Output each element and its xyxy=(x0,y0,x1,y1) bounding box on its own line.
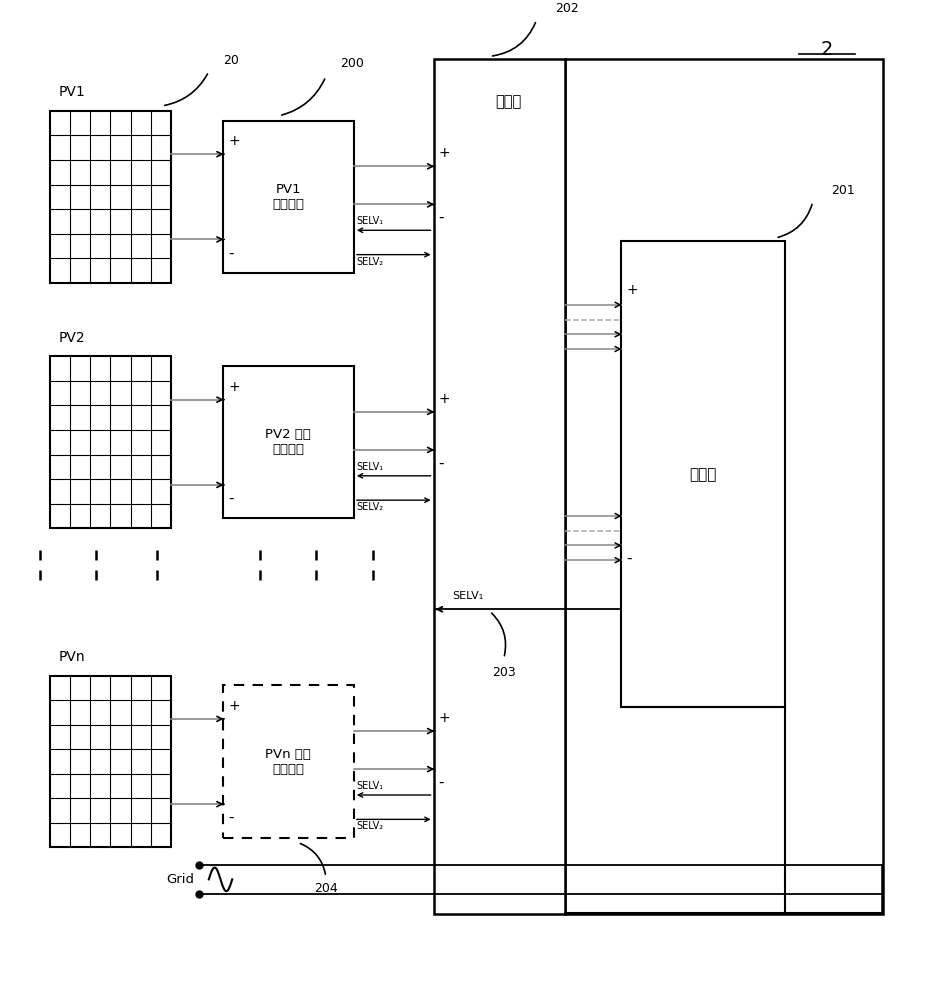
Text: 20: 20 xyxy=(223,54,238,67)
Text: 201: 201 xyxy=(832,184,855,197)
Text: 200: 200 xyxy=(340,57,364,70)
Text: +: + xyxy=(438,146,450,160)
Text: -: - xyxy=(229,810,234,825)
Text: 203: 203 xyxy=(492,666,515,679)
Text: 204: 204 xyxy=(314,882,338,895)
Text: -: - xyxy=(626,550,632,565)
Bar xyxy=(564,59,883,914)
Text: SELV₁: SELV₁ xyxy=(357,462,384,472)
Bar xyxy=(50,676,171,847)
Text: PVn: PVn xyxy=(59,650,86,664)
Text: 202: 202 xyxy=(555,2,579,15)
Text: -: - xyxy=(438,456,444,471)
Text: +: + xyxy=(626,283,638,297)
Text: SELV₁: SELV₁ xyxy=(357,216,384,226)
Text: PV2 快速
关断装置: PV2 快速 关断装置 xyxy=(266,428,311,456)
Text: +: + xyxy=(229,134,240,148)
Text: PVn 快速
关断装置: PVn 快速 关断装置 xyxy=(266,748,311,776)
Text: PV2: PV2 xyxy=(59,331,86,345)
Text: PV1
关断装置: PV1 关断装置 xyxy=(272,183,304,211)
Bar xyxy=(50,356,171,528)
Text: SELV₂: SELV₂ xyxy=(357,257,384,267)
Bar xyxy=(50,111,171,283)
Text: SELV₁: SELV₁ xyxy=(452,591,483,601)
Text: -: - xyxy=(438,210,444,225)
Text: SELV₂: SELV₂ xyxy=(357,502,384,512)
Text: -: - xyxy=(229,491,234,506)
Text: 2: 2 xyxy=(820,40,833,59)
Text: 逆变器: 逆变器 xyxy=(690,467,717,482)
Text: +: + xyxy=(229,699,240,713)
Text: SELV₁: SELV₁ xyxy=(357,781,384,791)
Text: +: + xyxy=(438,711,450,725)
Text: SELV₂: SELV₂ xyxy=(357,821,384,831)
Text: +: + xyxy=(438,392,450,406)
Text: -: - xyxy=(438,775,444,790)
Text: -: - xyxy=(229,245,234,260)
Text: PV1: PV1 xyxy=(59,85,86,99)
Bar xyxy=(223,121,354,273)
Text: +: + xyxy=(229,380,240,394)
Text: 接线盒: 接线盒 xyxy=(495,94,522,109)
Bar xyxy=(621,241,785,707)
Bar xyxy=(433,59,564,914)
Bar xyxy=(223,685,354,838)
Text: Grid: Grid xyxy=(167,873,195,886)
Bar xyxy=(223,366,354,518)
